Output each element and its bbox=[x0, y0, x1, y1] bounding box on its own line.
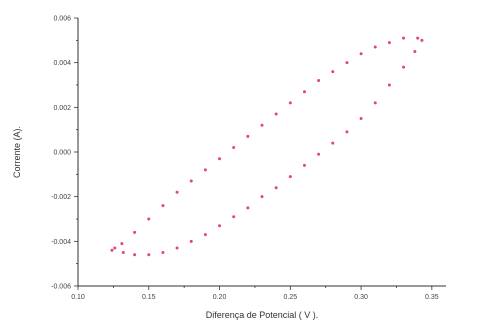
data-point bbox=[161, 251, 165, 254]
data-point bbox=[413, 50, 417, 53]
data-point bbox=[133, 253, 137, 257]
data-point bbox=[203, 233, 207, 237]
data-point bbox=[189, 239, 193, 243]
data-point bbox=[387, 41, 391, 45]
data-point bbox=[147, 253, 151, 257]
data-point bbox=[246, 134, 250, 138]
data-point bbox=[402, 36, 406, 40]
data-point bbox=[232, 146, 236, 150]
data-point bbox=[274, 112, 278, 116]
y-tick-label: 0.002 bbox=[53, 105, 71, 112]
data-point bbox=[387, 83, 391, 87]
data-point bbox=[416, 36, 420, 40]
data-point bbox=[373, 45, 377, 49]
data-point bbox=[232, 215, 236, 219]
data-point bbox=[274, 186, 278, 190]
data-point bbox=[218, 224, 222, 228]
data-point bbox=[133, 230, 137, 234]
axes: 0.10 0.15 0.20 0.25 0.30 0.35 0.006 0.004 0.002 0… bbox=[51, 16, 446, 301]
y-tick-label: -0.004 bbox=[51, 239, 71, 246]
data-point bbox=[121, 251, 125, 254]
data-point bbox=[402, 65, 406, 69]
data-point bbox=[302, 90, 306, 94]
data-point bbox=[317, 152, 321, 156]
x-axis-title: Diferença de Potencial ( V ). bbox=[206, 310, 319, 320]
data-point bbox=[189, 179, 193, 183]
y-tick-label: 0.006 bbox=[53, 16, 71, 23]
y-tick-label: 0.000 bbox=[53, 150, 71, 157]
y-tick-label: 0.004 bbox=[53, 60, 71, 67]
x-tick-label: 0.35 bbox=[425, 294, 439, 301]
data-point bbox=[288, 101, 292, 105]
x-tick-label: 0.10 bbox=[71, 294, 85, 301]
data-point bbox=[359, 117, 363, 120]
data-point bbox=[175, 190, 179, 194]
data-point bbox=[345, 130, 349, 134]
data-point bbox=[260, 195, 264, 199]
data-point bbox=[120, 242, 124, 246]
data-point bbox=[317, 79, 321, 83]
x-tick-label: 0.20 bbox=[213, 294, 227, 301]
x-tick-label: 0.15 bbox=[142, 294, 156, 301]
data-point bbox=[373, 101, 377, 105]
data-point bbox=[331, 70, 335, 74]
x-tick-label: 0.30 bbox=[354, 294, 368, 301]
data-point bbox=[288, 175, 292, 179]
data-point bbox=[246, 206, 250, 210]
data-point bbox=[110, 248, 114, 252]
y-axis-title: Corrente (A). bbox=[12, 126, 22, 178]
data-point bbox=[260, 123, 264, 127]
data-point bbox=[203, 168, 207, 172]
y-tick-label: -0.002 bbox=[51, 194, 71, 201]
y-tick-label: -0.006 bbox=[51, 284, 71, 291]
data-point bbox=[331, 141, 335, 145]
data-point bbox=[175, 246, 179, 250]
data-point bbox=[420, 38, 424, 42]
plot-area bbox=[110, 36, 424, 257]
data-point bbox=[113, 246, 117, 250]
data-point bbox=[302, 163, 306, 167]
x-tick-label: 0.25 bbox=[283, 294, 297, 301]
data-point bbox=[147, 217, 151, 221]
data-point bbox=[345, 61, 349, 65]
data-point bbox=[218, 157, 222, 161]
data-point bbox=[359, 52, 363, 56]
data-point bbox=[161, 204, 165, 208]
